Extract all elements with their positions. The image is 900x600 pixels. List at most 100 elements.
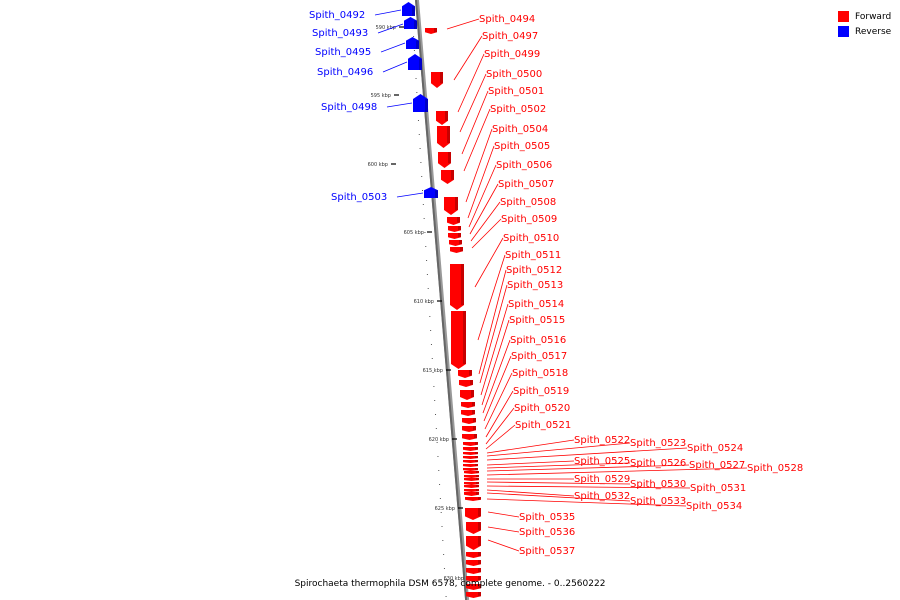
minor-tick [432,372,434,373]
gene-spith-0510-body [450,264,464,310]
gene-spith-0521 [463,447,478,451]
gene-spith-0524-shade [475,460,478,463]
gene-spith-0493-label: Spith_0493 [312,28,368,39]
minor-tick [445,596,447,597]
gene-spith-0532-label: Spith_0532 [574,491,630,502]
scale-tick-label: 590 kbp [376,25,396,31]
gene-spith-0503-leader [396,192,424,198]
gene-spith-0519-label: Spith_0519 [513,386,569,397]
gene-spith-0531-body [464,485,479,488]
minor-tick [440,512,442,513]
minor-tick [413,36,415,37]
gene-spith-0500 [437,126,450,148]
legend-label-reverse: Reverse [855,26,892,37]
gene-spith-0503-label: Spith_0503 [331,192,387,203]
gene-spith-0520-body [463,442,478,446]
gene-spith-0507-leader [469,183,499,235]
legend-item-forward: Forward [838,9,891,24]
gene-spith-0512-body [458,370,472,378]
gene-spith-0529-shade [476,478,479,481]
gene-spith-0509 [450,247,463,253]
scale-tick-label: 600 kbp [368,162,388,168]
gene-spith-0536 [466,522,481,534]
gene-spith-0510-leader [474,237,504,288]
gene-spith-0533 [464,492,479,496]
gene-spith-0529-label: Spith_0529 [574,474,630,485]
gene-spith-0525-leader [486,460,575,466]
gene-spith-0533-leader [486,492,631,502]
gene-spith-0498-label: Spith_0498 [321,102,377,113]
gene-spith-0514-label: Spith_0514 [508,299,564,310]
gene-spith-0518-shade [473,426,476,431]
gene-spith-0497-body [431,72,443,88]
minor-tick [423,218,425,219]
minor-tick [419,148,421,149]
gene-spith-0525-body [463,464,478,467]
gene-spith-0528 [464,475,479,478]
gene-spith-0526-shade [475,468,478,471]
gene-spith-0536-label: Spith_0536 [519,527,575,538]
gene-spith-0493 [404,17,417,29]
gene-spith-0534-label: Spith_0534 [686,501,742,512]
gene-spith-0522-body [463,452,478,455]
gene-spith-0516-body [461,410,475,416]
gene-spith-0525-shade [475,464,478,467]
gene-spith-0528-body [464,475,479,478]
gene-spith-0516-leader [482,339,511,414]
gene-spith-0511-leader [477,254,506,341]
gene-spith-0504-label: Spith_0504 [492,124,548,135]
gene-spith-0499-body [436,111,448,125]
gene-spith-0506-body [448,226,461,232]
gene-spith-0530-leader [486,481,631,485]
gene-spith-0530-shade [476,482,479,485]
gene-spith-0505 [447,217,460,225]
gene-spith-0499-leader [457,53,485,113]
minor-tick [437,456,439,457]
minor-tick [417,120,419,121]
gene-spith-0532-body [464,489,479,492]
gene-spith-0520-leader [485,407,515,445]
scale-tick-label: 625 kbp [435,506,455,512]
gene-spith-0505-label: Spith_0505 [494,141,550,152]
gene-spith-0499-shade [445,111,448,121]
minor-tick [429,316,431,317]
gene-spith-0521-body [463,447,478,451]
gene-spith-0526-body [463,468,478,471]
gene-spith-0496-label: Spith_0496 [317,67,373,78]
gene-spith-0516-label: Spith_0516 [510,335,566,346]
gene-spith-0510-shade [461,264,464,305]
gene-spith-0529 [464,478,479,481]
minor-tick [435,414,437,415]
forward-swatch [838,11,849,22]
gene-spith-0504-shade [455,197,458,210]
gene-spith-0530 [464,482,479,485]
gene-spith-0532-leader [486,489,575,497]
gene-spith-0521-shade [475,447,478,450]
minor-tick [439,498,441,499]
gene-spith-0508-body [449,240,462,246]
minor-tick [422,204,424,205]
gene-filler [466,584,481,590]
gene-spith-0518-body [462,426,476,432]
gene-spith-0526-label: Spith_0526 [630,458,686,469]
gene-spith-0498-shade [425,99,428,112]
gene-spith-0527-shade [476,471,479,474]
gene-spith-0496-leader [382,61,408,73]
gene-spith-0508-leader [470,201,501,242]
gene-spith-0523-shade [475,456,478,459]
gene-spith-0513-leader [479,284,508,384]
minor-tick [428,302,430,303]
gene-spith-0492-shade [412,6,415,16]
minor-tick [441,526,443,527]
gene-spith-0520 [463,442,478,446]
gene-spith-0535-shade [478,508,481,517]
gene-filler-body [466,568,481,574]
gene-spith-0502-body [441,170,454,184]
gene-spith-0495-leader [380,42,406,53]
gene-spith-0511-body [451,311,466,369]
gene-spith-0537-leader [487,539,520,552]
gene-spith-0537-label: Spith_0537 [519,546,575,557]
gene-spith-0510 [450,264,464,310]
gene-spith-0492-leader [374,9,402,16]
